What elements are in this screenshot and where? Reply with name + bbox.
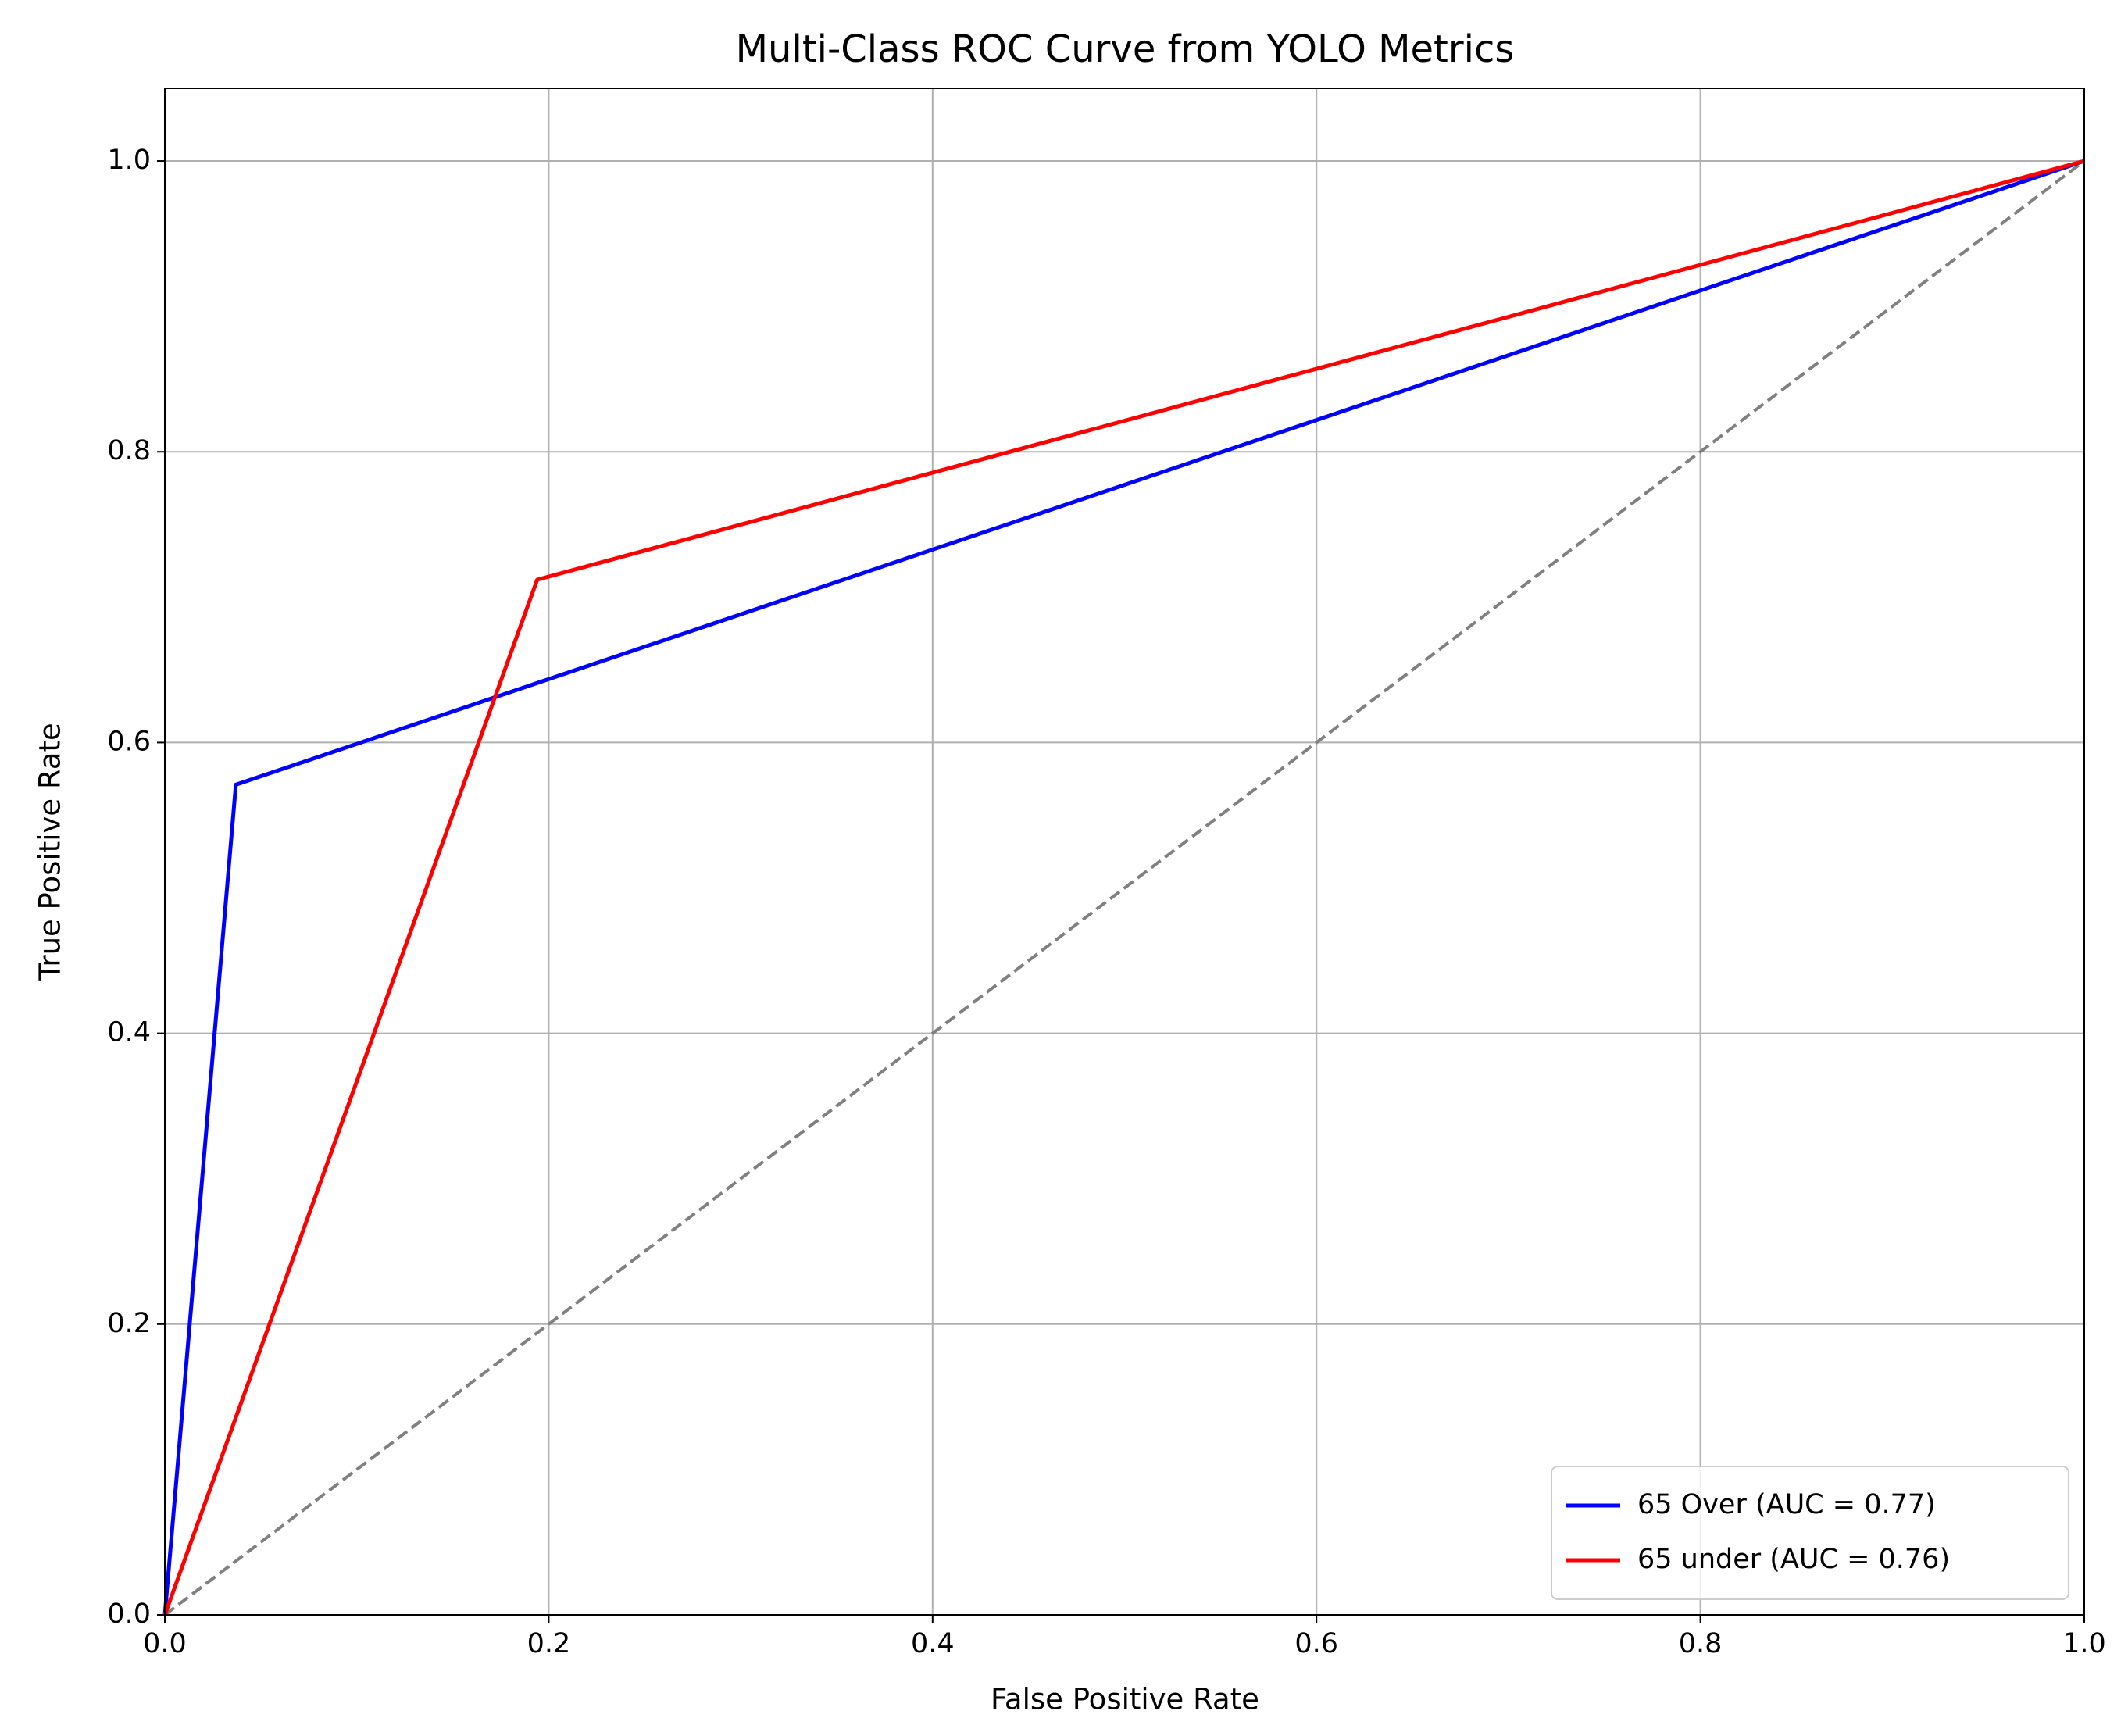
y-tick-label: 0.6 [107,726,151,757]
x-axis-label: False Positive Rate [991,1683,1259,1716]
y-tick-label: 0.4 [107,1017,151,1048]
y-tick-label: 0.0 [107,1598,151,1630]
x-tick-label: 0.8 [1679,1628,1723,1659]
x-tick-label: 0.2 [527,1628,571,1659]
y-tick-label: 1.0 [107,145,151,176]
chart-title: Multi-Class ROC Curve from YOLO Metrics [736,27,1515,71]
x-tick-label: 0.0 [143,1628,187,1659]
roc-line [162,159,2085,1616]
y-tick-label: 0.8 [107,435,151,466]
plot-frame [164,88,2085,1616]
x-tick-label: 0.4 [911,1628,955,1659]
y-axis-label: True Positive Rate [34,723,67,981]
legend-frame [1551,1466,2069,1600]
roc-line [162,159,2085,1616]
x-tick-label: 1.0 [2062,1628,2106,1659]
y-tick-label: 0.2 [107,1308,151,1339]
legend: 65 Over (AUC = 0.77) 65 under (AUC = 0.76… [1551,1466,2069,1600]
legend-label: 65 Over (AUC = 0.77) [1637,1489,1936,1520]
legend-label: 65 under (AUC = 0.76) [1637,1544,1950,1575]
x-tick-label: 0.6 [1294,1628,1338,1659]
reference-line [163,159,2086,1616]
